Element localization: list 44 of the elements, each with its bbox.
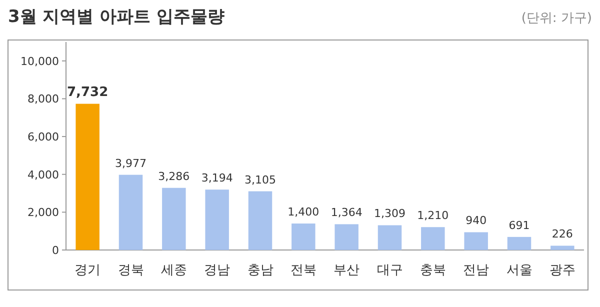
- x-tick-label: 경남: [204, 263, 230, 278]
- data-label: 691: [508, 218, 530, 232]
- x-tick-label: 경기: [74, 263, 101, 278]
- bar: [118, 174, 143, 250]
- bar: [378, 225, 402, 250]
- data-label: 1,309: [374, 207, 406, 220]
- x-tick-label: 전남: [463, 263, 490, 278]
- bar: [162, 188, 186, 250]
- data-label: 7,732: [67, 84, 108, 100]
- y-tick-label: 10,000: [20, 54, 59, 68]
- data-label: 3,194: [201, 172, 233, 185]
- x-tick-label: 충북: [420, 263, 446, 278]
- x-tick-label: 광주: [549, 263, 576, 278]
- y-tick-label: 6,000: [28, 130, 59, 144]
- bar: [334, 224, 358, 250]
- data-label: 1,400: [288, 206, 320, 219]
- x-tick-label: 경북: [118, 263, 144, 278]
- bar: [421, 227, 445, 250]
- x-tick-label: 전북: [290, 263, 316, 278]
- y-tick-label: 8,000: [28, 92, 59, 106]
- x-tick-label: 세종: [160, 263, 187, 278]
- data-label: 226: [552, 228, 573, 241]
- x-tick-label: 충남: [247, 263, 274, 278]
- data-label: 3,977: [115, 156, 146, 170]
- x-tick-label: 대구: [376, 263, 403, 278]
- y-tick-label: 2,000: [28, 206, 59, 220]
- data-label: 940: [466, 214, 487, 228]
- data-label: 1,364: [330, 206, 362, 220]
- chart-title: 3월 지역별 아파트 입주물량: [8, 7, 225, 27]
- x-tick-label: 부산: [334, 263, 360, 278]
- bar: [550, 246, 574, 250]
- bar: [464, 232, 488, 250]
- data-label: 3,286: [158, 170, 190, 183]
- bar: [292, 224, 316, 250]
- bar: [248, 191, 272, 250]
- y-tick-label: 4,000: [28, 168, 59, 182]
- text: (단위: 가구): [521, 11, 592, 26]
- bar: [76, 104, 100, 250]
- data-label: 1,210: [417, 209, 449, 222]
- bar: [507, 236, 532, 250]
- data-label: 3,105: [244, 173, 276, 186]
- bar: [205, 190, 229, 250]
- y-tick-label: 0: [52, 244, 59, 257]
- x-tick-label: 서울: [506, 263, 532, 278]
